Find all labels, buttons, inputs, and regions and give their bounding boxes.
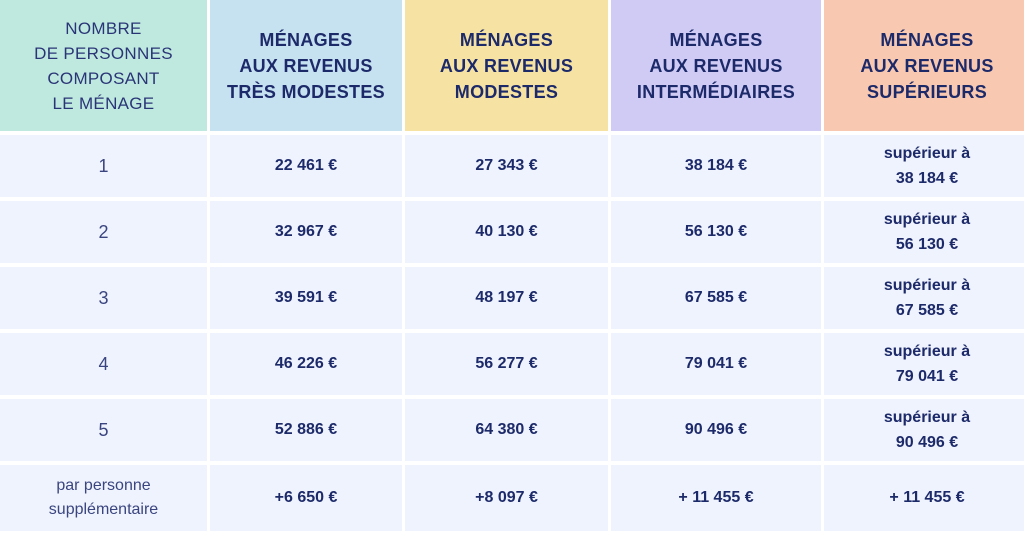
very-modest-ceiling-cell: 39 591 €	[210, 267, 402, 329]
very-modest-ceiling-cell: 32 967 €	[210, 201, 402, 263]
household-size-cell: 4	[0, 333, 207, 395]
very-modest-ceiling-cell: 52 886 €	[210, 399, 402, 461]
household-size-cell: 3	[0, 267, 207, 329]
header-higher-income: MÉNAGES AUX REVENUS SUPÉRIEURS	[824, 0, 1024, 131]
very-modest-ceiling-cell: 22 461 €	[210, 135, 402, 197]
household-size-cell: 2	[0, 201, 207, 263]
modest-ceiling-cell: 64 380 €	[405, 399, 608, 461]
header-very-modest-income: MÉNAGES AUX REVENUS TRÈS MODESTES	[210, 0, 402, 131]
modest-ceiling-cell: 48 197 €	[405, 267, 608, 329]
higher-threshold-cell: supérieur à 56 130 €	[824, 201, 1024, 263]
intermediate-ceiling-cell: 56 130 €	[611, 201, 821, 263]
intermediate-ceiling-cell: 79 041 €	[611, 333, 821, 395]
higher-threshold-cell: supérieur à 79 041 €	[824, 333, 1024, 395]
higher-threshold-cell: supérieur à 90 496 €	[824, 399, 1024, 461]
modest-increment-cell: +8 097 €	[405, 465, 608, 531]
intermediate-ceiling-cell: 38 184 €	[611, 135, 821, 197]
header-household-size: NOMBRE DE PERSONNES COMPOSANT LE MÉNAGE	[0, 0, 207, 131]
intermediate-increment-cell: + 11 455 €	[611, 465, 821, 531]
header-modest-income: MÉNAGES AUX REVENUS MODESTES	[405, 0, 608, 131]
modest-ceiling-cell: 40 130 €	[405, 201, 608, 263]
very-modest-ceiling-cell: 46 226 €	[210, 333, 402, 395]
higher-threshold-cell: supérieur à 67 585 €	[824, 267, 1024, 329]
additional-person-label: par personne supplémentaire	[0, 465, 207, 531]
intermediate-ceiling-cell: 67 585 €	[611, 267, 821, 329]
modest-ceiling-cell: 56 277 €	[405, 333, 608, 395]
modest-ceiling-cell: 27 343 €	[405, 135, 608, 197]
household-size-cell: 5	[0, 399, 207, 461]
higher-increment-cell: + 11 455 €	[824, 465, 1024, 531]
household-size-cell: 1	[0, 135, 207, 197]
very-modest-increment-cell: +6 650 €	[210, 465, 402, 531]
intermediate-ceiling-cell: 90 496 €	[611, 399, 821, 461]
header-intermediate-income: MÉNAGES AUX REVENUS INTERMÉDIAIRES	[611, 0, 821, 131]
higher-threshold-cell: supérieur à 38 184 €	[824, 135, 1024, 197]
